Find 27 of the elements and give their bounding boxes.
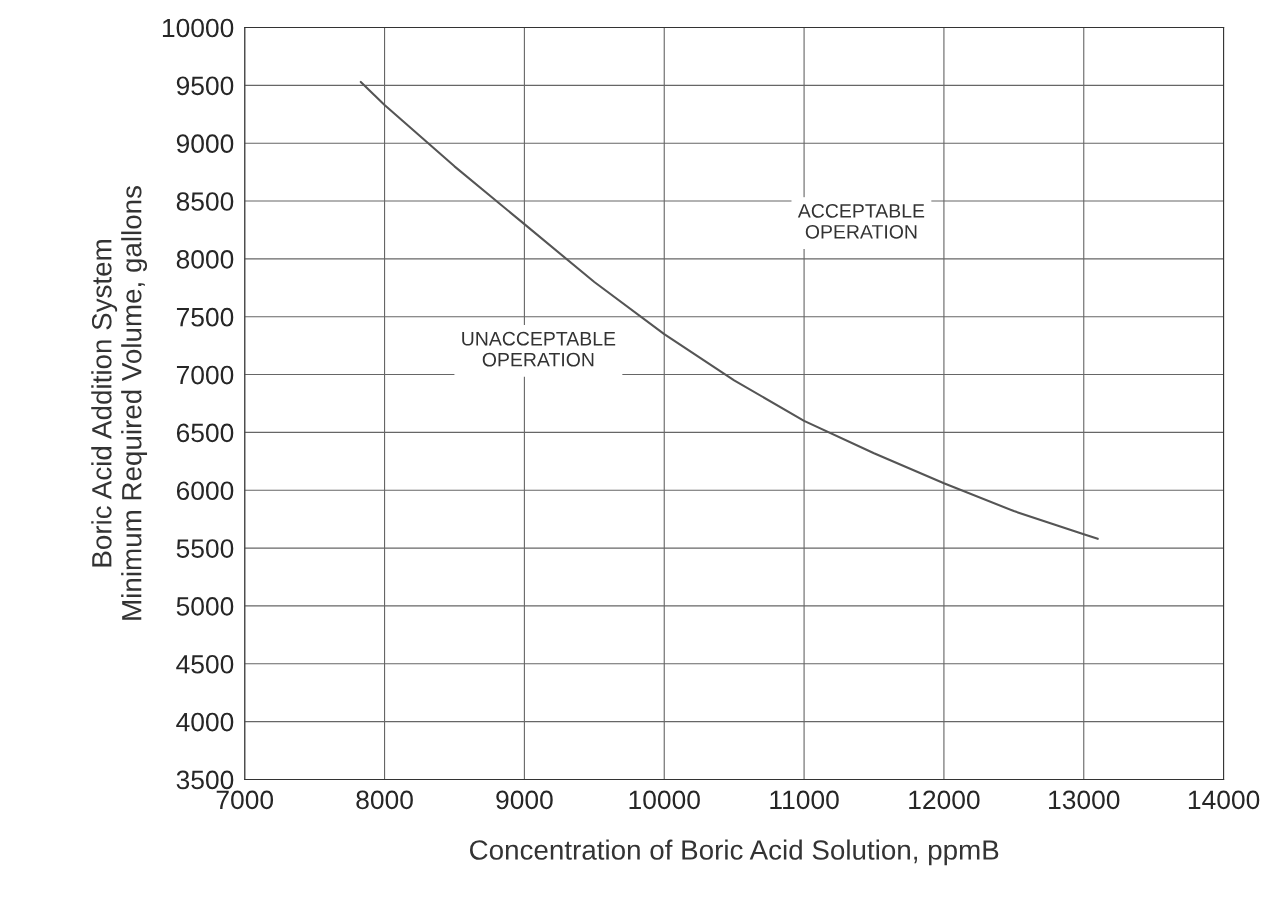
y-tick-label: 7000 <box>176 365 234 385</box>
x-tick-label: 8000 <box>356 790 413 810</box>
y-tick-label: 10000 <box>162 18 234 38</box>
x-tick-label: 7000 <box>216 790 274 810</box>
y-tick-label: 5500 <box>176 539 234 558</box>
x-tick-label: 14000 <box>1188 790 1260 810</box>
y-tick-label: 8000 <box>176 250 234 269</box>
y-tick-label: 6500 <box>176 423 234 443</box>
y-tick-label: 4000 <box>176 712 234 732</box>
y-tick-label: 8500 <box>176 192 234 211</box>
annotation: UNACCEPTABLE OPERATION <box>462 331 616 367</box>
x-tick-label: 11000 <box>770 790 839 810</box>
y-axis-title: Boric Acid Addition System Minimum Required Volume, gallons <box>91 186 148 620</box>
x-tick-label: 9000 <box>496 790 553 810</box>
y-tick-label: 4500 <box>176 654 234 674</box>
x-tick-label: 10000 <box>629 790 700 810</box>
y-tick-label: 3500 <box>176 770 234 790</box>
x-tick-label: 12000 <box>909 790 980 810</box>
annotation: ACCEPTABLE OPERATION <box>797 203 925 239</box>
line-series <box>359 80 1099 540</box>
x-tick-label: 13000 <box>1049 790 1120 810</box>
y-tick-label: 7500 <box>176 307 234 327</box>
y-tick-label: 5000 <box>176 597 234 616</box>
y-tick-label: 6000 <box>176 481 234 501</box>
y-tick-label: 9000 <box>176 134 234 154</box>
x-axis-title: Concentration of Boric Acid Solution, ppmB <box>470 839 999 866</box>
y-tick-label: 9500 <box>176 76 234 96</box>
